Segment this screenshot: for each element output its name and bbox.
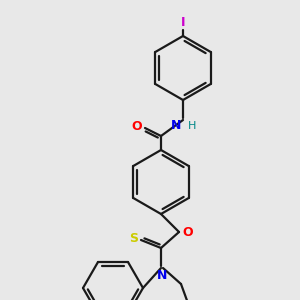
Text: H: H: [188, 121, 196, 131]
Text: S: S: [129, 232, 138, 245]
Text: N: N: [157, 269, 167, 282]
Text: O: O: [182, 226, 193, 239]
Text: N: N: [171, 119, 181, 132]
Text: I: I: [181, 16, 185, 28]
Text: O: O: [131, 121, 142, 134]
